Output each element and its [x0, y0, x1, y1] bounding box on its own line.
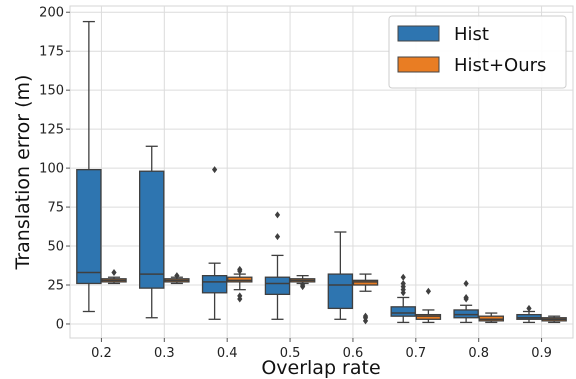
box-iqr	[453, 309, 479, 319]
y-tick-label: 0	[56, 317, 64, 332]
outlier-point	[212, 166, 218, 174]
legend-label-hist-ours: Hist+Ours	[454, 55, 546, 76]
box-hist-0.6	[327, 231, 354, 320]
x-tick-label: 0.3	[154, 346, 175, 361]
y-tick-label: 75	[47, 201, 64, 216]
box-hist-ours-0.4	[227, 265, 253, 303]
x-tick-label: 0.7	[405, 346, 426, 361]
outlier-point	[425, 287, 431, 295]
y-tick-label: 50	[47, 240, 64, 255]
legend-swatch-hist-ours	[397, 56, 440, 73]
legend-swatch-hist	[397, 25, 440, 42]
y-tick-label: 150	[39, 84, 64, 99]
outlier-point	[463, 293, 469, 301]
box-hist-ours-0.8	[478, 312, 504, 324]
box-hist-0.2	[76, 20, 102, 313]
boxes-layer	[76, 20, 567, 325]
x-tick-labels: 0.2 0.3 0.4 0.5 0.6 0.7 0.8 0.9	[91, 338, 552, 361]
box-hist-0.3	[139, 145, 165, 319]
y-tick-label: 125	[39, 123, 64, 138]
box-iqr	[327, 273, 354, 310]
box-iqr	[76, 169, 102, 285]
outlier-point	[111, 269, 117, 277]
legend: Hist Hist+Ours	[388, 15, 567, 89]
box-hist-0.8	[453, 279, 479, 324]
outlier-point	[174, 272, 180, 280]
box-iqr	[227, 276, 253, 283]
box-hist-ours-0.9	[541, 315, 567, 324]
box-iqr	[264, 276, 291, 296]
legend-label-hist: Hist	[454, 24, 489, 45]
outlier-point	[237, 292, 243, 300]
y-tick-label: 25	[47, 279, 64, 294]
x-tick-label: 0.4	[217, 346, 238, 361]
box-hist-0.4	[201, 166, 228, 320]
x-tick-label: 0.2	[91, 346, 112, 361]
grid-lines	[70, 6, 573, 338]
outlier-point	[362, 312, 369, 320]
x-tick-label: 0.5	[280, 346, 301, 361]
box-iqr	[516, 313, 542, 320]
outlier-point	[526, 304, 532, 312]
outlier-point	[463, 279, 469, 287]
box-iqr	[201, 275, 228, 294]
box-hist-0.7	[390, 273, 416, 324]
outlier-point	[400, 279, 406, 287]
outlier-point	[237, 265, 243, 273]
outlier-point	[274, 211, 281, 219]
box-iqr	[415, 313, 442, 320]
y-tick-label: 175	[39, 45, 64, 60]
box-iqr	[390, 306, 416, 317]
x-tick-label: 0.8	[468, 346, 489, 361]
box-hist-ours-0.6	[352, 273, 379, 325]
x-tick-label: 0.6	[343, 346, 364, 361]
box-hist-ours-0.5	[289, 275, 316, 291]
box-iqr	[352, 279, 379, 286]
outlier-point	[274, 233, 281, 241]
box-iqr	[478, 315, 504, 322]
outlier-point	[300, 281, 306, 289]
y-tick-label: 200	[39, 6, 64, 21]
box-hist-ours-0.2	[101, 269, 127, 285]
box-iqr	[139, 170, 165, 289]
box-hist-ours-0.7	[415, 287, 442, 324]
y-tick-label: 100	[39, 162, 64, 177]
y-axis-title: Translation error (m)	[12, 75, 34, 271]
x-axis-title: Overlap rate	[261, 357, 380, 379]
y-tick-labels: 0 25 50 75 100 125 150 175 200	[39, 6, 70, 332]
outlier-point	[400, 273, 406, 281]
box-hist-ours-0.3	[164, 272, 190, 285]
x-tick-label: 0.9	[531, 346, 552, 361]
box-hist-0.9	[516, 304, 542, 324]
box-hist-0.5	[264, 211, 291, 320]
